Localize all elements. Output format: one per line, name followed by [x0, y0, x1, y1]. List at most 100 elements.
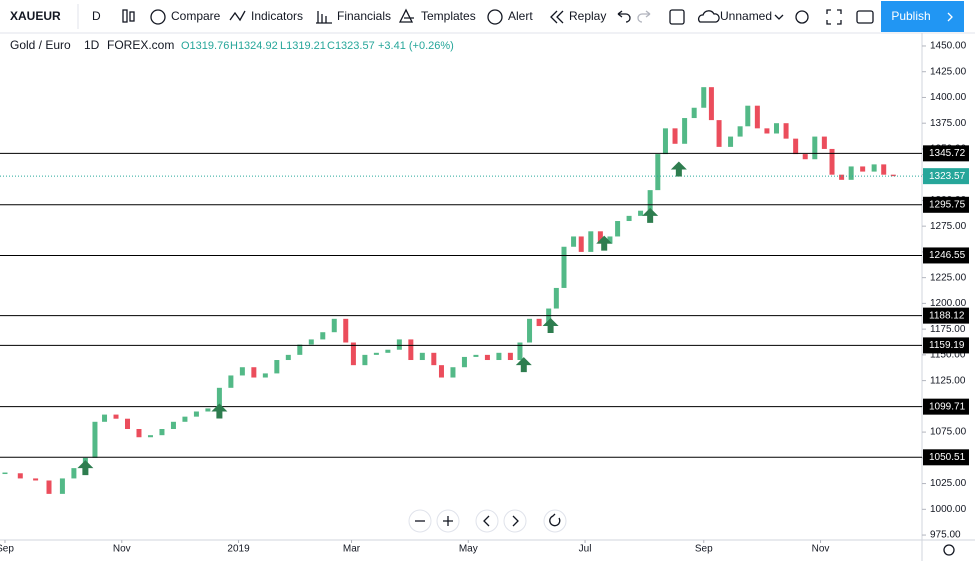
alert-button[interactable]: Alert	[508, 9, 533, 23]
candle	[716, 120, 722, 147]
candle	[239, 367, 245, 376]
last-price-label: 1323.57	[929, 171, 966, 182]
candle	[285, 354, 291, 361]
level-label-bg	[923, 247, 969, 264]
candle	[764, 128, 770, 134]
settings-icon[interactable]	[795, 10, 809, 24]
candle	[793, 138, 799, 155]
candle	[672, 128, 678, 144]
compare-icon[interactable]	[150, 9, 166, 25]
templates-icon[interactable]	[398, 8, 414, 23]
candle	[274, 360, 280, 374]
indicators-icon[interactable]	[229, 10, 246, 22]
arrow-marker	[670, 161, 687, 177]
candle	[396, 339, 402, 350]
candle	[59, 478, 65, 494]
candle	[578, 236, 584, 252]
candle	[297, 344, 303, 355]
candle	[71, 468, 77, 479]
financials-button[interactable]: Financials	[337, 9, 391, 23]
scroll-right[interactable]	[503, 509, 527, 533]
legend-low: L1319.21	[280, 40, 326, 52]
candle	[251, 367, 257, 378]
candle	[331, 318, 337, 333]
symbol-name: Gold / Euro	[10, 38, 71, 52]
y-tick-label: 1125.00	[930, 375, 966, 386]
toolbar: XAUEUR D Compare Indicators Financials T…	[0, 0, 975, 34]
arrow-marker	[596, 235, 613, 251]
candle	[821, 136, 827, 149]
publish-dropdown[interactable]	[947, 12, 953, 22]
layout-name[interactable]: Unnamed	[720, 9, 772, 23]
candle	[461, 356, 467, 368]
publish-button[interactable]: Publish	[891, 9, 930, 23]
candle	[438, 365, 444, 378]
candle	[159, 429, 165, 436]
candle	[588, 231, 594, 252]
candle	[147, 435, 153, 438]
candle	[848, 166, 854, 180]
layout-dropdown[interactable]	[774, 14, 784, 20]
level-label-bg	[923, 337, 969, 354]
level-label: 1050.51	[929, 452, 966, 463]
legend-high: H1324.92	[230, 40, 278, 52]
candle	[193, 411, 199, 417]
level-label: 1188.12	[929, 310, 965, 321]
x-tick-label: Mar	[343, 544, 361, 555]
candle	[561, 246, 567, 288]
snapshot-icon[interactable]	[856, 10, 874, 24]
nav-controls	[408, 509, 567, 533]
interval[interactable]: D	[92, 9, 101, 23]
level-label-bg	[923, 307, 969, 324]
alert-icon[interactable]	[487, 9, 503, 25]
redo-icon[interactable]	[637, 10, 651, 23]
candle	[701, 87, 707, 108]
undo-icon[interactable]	[617, 10, 631, 23]
y-tick-label: 1150.00	[930, 350, 966, 361]
y-tick-label: 975.00	[930, 530, 961, 541]
y-tick-label: 1025.00	[930, 478, 967, 489]
candle	[419, 352, 425, 361]
reset[interactable]	[543, 509, 567, 533]
publish-bg[interactable]	[881, 1, 964, 32]
chart-type-icon[interactable]	[122, 9, 135, 23]
candle	[136, 429, 142, 438]
compare-button[interactable]: Compare	[171, 9, 221, 23]
plot	[0, 87, 922, 494]
templates-button[interactable]: Templates	[421, 9, 476, 23]
indicators-button[interactable]: Indicators	[251, 9, 303, 23]
replay-icon[interactable]	[550, 10, 564, 24]
scroll-left[interactable]	[475, 509, 499, 533]
scroll-right-icon	[512, 515, 519, 527]
axis-settings[interactable]	[943, 544, 955, 556]
y-tick-label: 1000.00	[930, 504, 967, 515]
cloud-icon[interactable]	[698, 10, 720, 23]
replay-button[interactable]: Replay	[569, 9, 606, 23]
arrow-marker	[542, 318, 559, 334]
candle	[745, 105, 751, 127]
candle	[507, 352, 513, 361]
candle	[655, 154, 661, 191]
financials-icon[interactable]	[316, 11, 332, 24]
level-label: 1246.55	[929, 250, 966, 261]
layout-icon[interactable]	[669, 9, 685, 25]
candle	[812, 136, 818, 160]
fullscreen-icon[interactable]	[826, 9, 842, 25]
candle	[373, 352, 379, 355]
candle	[871, 164, 877, 172]
chart-source: FOREX.com	[107, 38, 174, 52]
candle	[553, 287, 559, 309]
y-tick-label: 1175.00	[930, 324, 966, 335]
arrow-marker	[515, 357, 532, 373]
x-tick-label: May	[459, 544, 478, 555]
candle	[517, 342, 523, 361]
symbol[interactable]: XAUEUR	[10, 9, 61, 23]
y-tick-label: 1275.00	[930, 221, 967, 232]
level-label-bg	[923, 398, 969, 415]
last-price-bg	[923, 168, 969, 185]
candle	[17, 473, 23, 479]
candle	[408, 339, 414, 361]
candle	[536, 318, 542, 327]
candle	[527, 318, 533, 343]
